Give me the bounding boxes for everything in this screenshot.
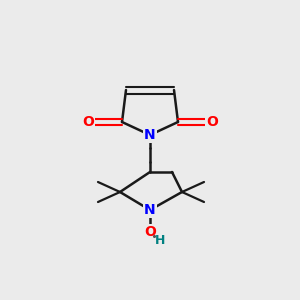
Text: O: O [206,115,218,129]
Text: N: N [144,203,156,217]
Text: H: H [155,233,165,247]
Text: O: O [82,115,94,129]
Text: O: O [144,225,156,239]
Text: N: N [144,128,156,142]
